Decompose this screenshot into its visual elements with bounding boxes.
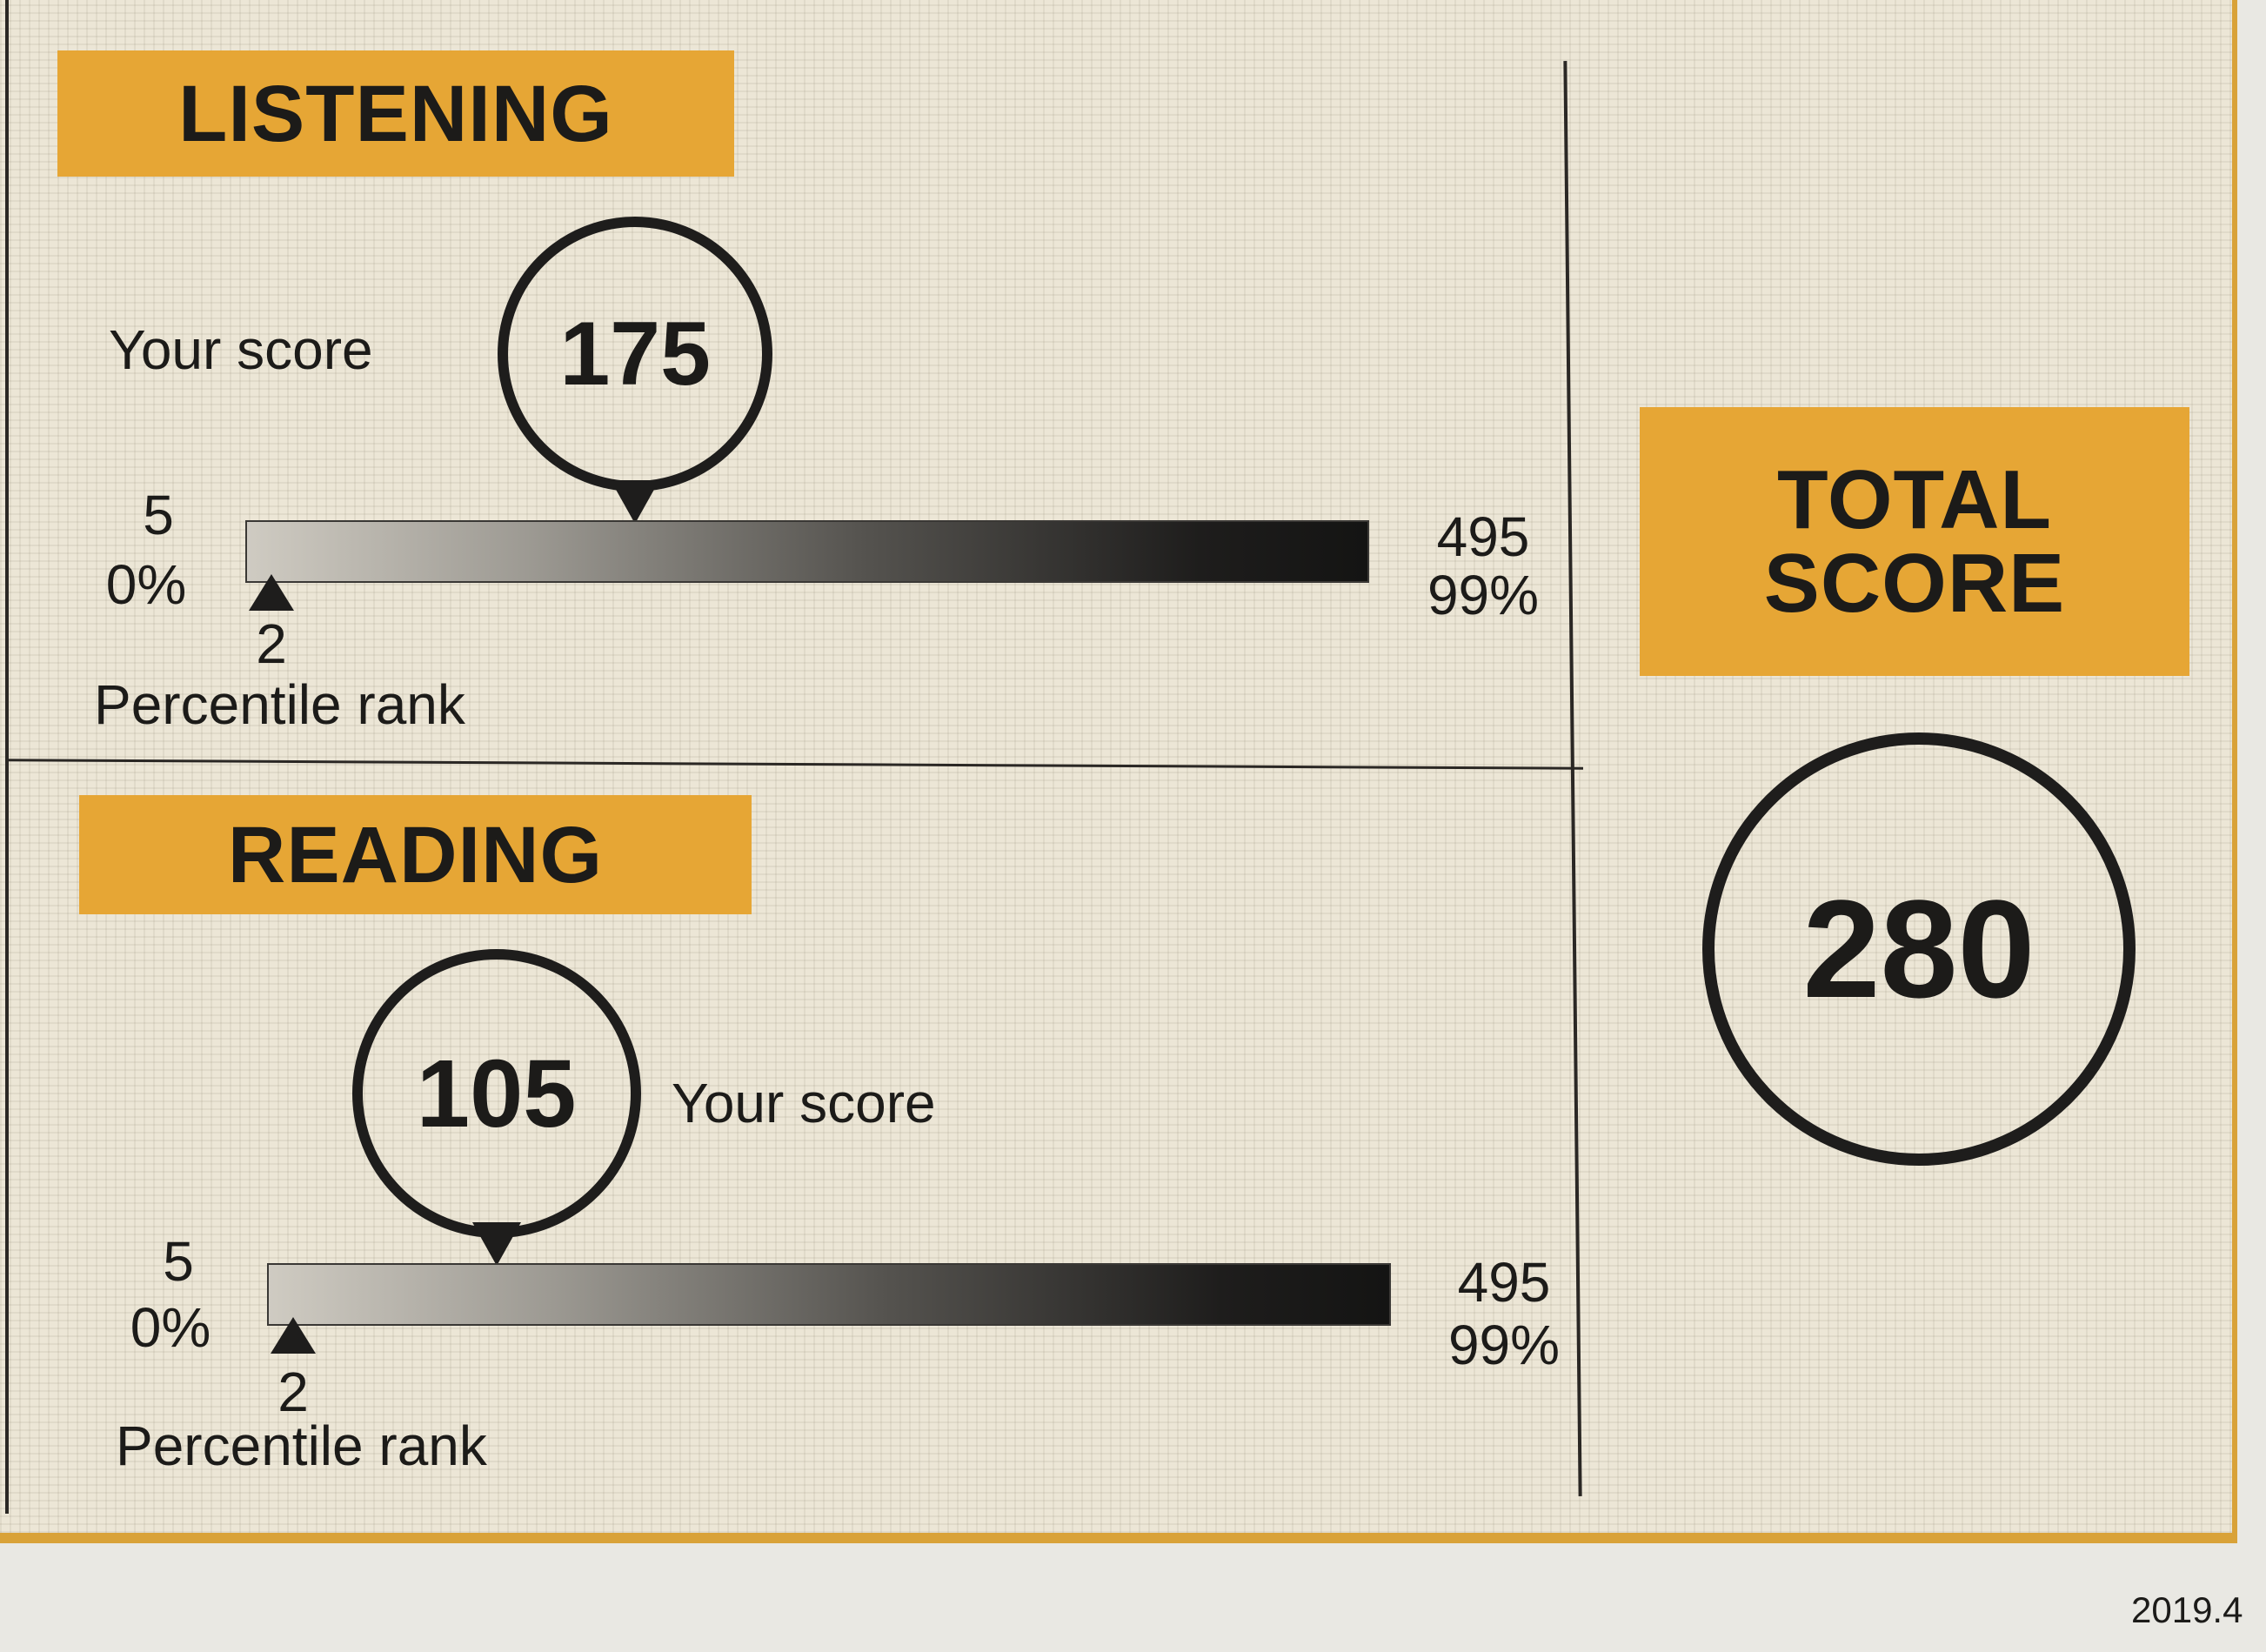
listening-title: LISTENING	[57, 50, 734, 177]
left-border	[5, 0, 9, 1514]
reading-your-score-label: Your score	[672, 1072, 936, 1134]
listening-score-pointer	[611, 480, 660, 524]
reading-percentile-label: Percentile rank	[116, 1415, 487, 1477]
listening-scale-max: 495	[1436, 505, 1530, 568]
reading-pct-min: 0%	[130, 1296, 211, 1359]
section-divider-horizontal	[9, 759, 1583, 770]
report-date: 2019.4	[2131, 1589, 2243, 1630]
score-report-card: LISTENING Your score 175 5 0% 2 Percenti…	[0, 0, 2237, 1543]
section-divider-vertical	[1563, 61, 1582, 1496]
listening-your-score-label: Your score	[109, 318, 373, 381]
listening-score-circle: 175	[498, 217, 773, 492]
listening-percentile-label: Percentile rank	[94, 673, 465, 736]
listening-percentile-rank: 2	[256, 612, 287, 675]
reading-title: READING	[79, 795, 752, 914]
listening-pct-max: 99%	[1427, 564, 1540, 626]
reading-score: 105	[416, 1040, 577, 1147]
reading-scale-min: 5	[163, 1230, 194, 1293]
reading-score-pointer	[471, 1222, 521, 1266]
total-score: 280	[1802, 871, 2035, 1027]
total-score-circle: 280	[1702, 732, 2136, 1166]
reading-percentile-rank: 2	[277, 1361, 309, 1423]
listening-score-bar	[245, 520, 1369, 583]
total-score-title: TOTAL SCORE	[1640, 407, 2189, 676]
listening-scale-min: 5	[143, 484, 174, 546]
reading-score-bar	[267, 1263, 1391, 1326]
listening-score: 175	[559, 303, 711, 405]
reading-score-circle: 105	[351, 949, 641, 1238]
reading-pct-max: 99%	[1447, 1314, 1561, 1376]
reading-scale-max: 495	[1457, 1251, 1551, 1314]
listening-percentile-marker-icon	[249, 574, 294, 611]
listening-pct-min: 0%	[105, 553, 187, 616]
reading-percentile-marker-icon	[271, 1317, 316, 1354]
